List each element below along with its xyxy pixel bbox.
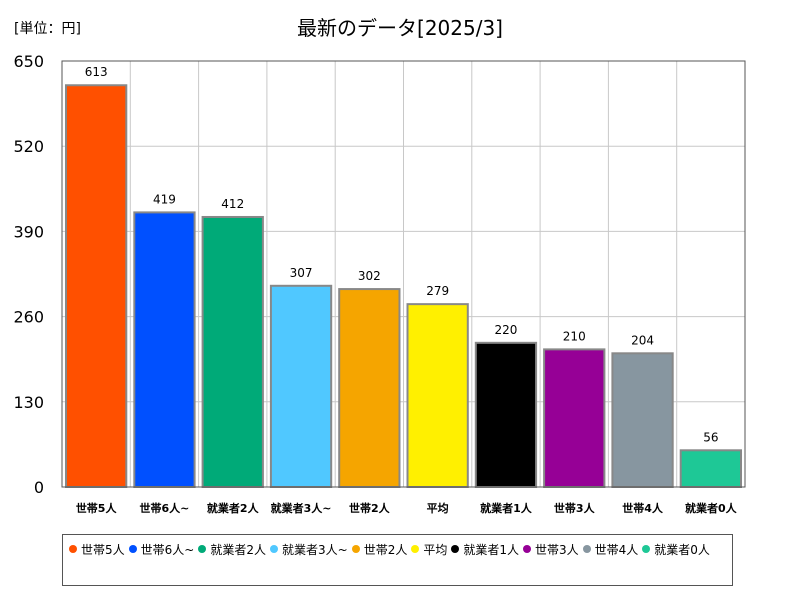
chart-title: 最新のデータ[2025/3] — [297, 16, 503, 40]
legend-label: 就業者3人~ — [281, 542, 348, 557]
legend-label: 世帯6人~ — [140, 542, 195, 557]
legend-swatch — [522, 545, 531, 553]
bar-8 — [543, 348, 606, 488]
y-tick-label: 650 — [13, 52, 44, 71]
y-tick-label: 520 — [13, 137, 44, 156]
data-label: 412 — [221, 197, 244, 211]
data-label: 307 — [290, 266, 313, 280]
x-axis-ticks: 世帯5人 世帯6人~ 就業者2人 就業者3人~ 世帯2人 平均 就業者1人 世帯3人 世帯4人 就… — [76, 501, 738, 515]
x-tick-label: 世帯5人 — [76, 501, 118, 515]
legend-swatch — [69, 545, 77, 553]
legend-swatch — [642, 545, 651, 553]
legend-swatch — [198, 545, 207, 553]
legend-swatch — [351, 545, 360, 553]
legend-item: 世帯5人 — [69, 539, 125, 559]
bar-2 — [133, 211, 196, 488]
bar-10 — [679, 449, 743, 488]
legend-item: 世帯2人 — [351, 539, 408, 559]
data-label: 419 — [153, 192, 176, 206]
data-labels: 613 419 412 307 302 279 220 210 204 56 — [85, 65, 719, 444]
legend-swatch — [128, 545, 137, 553]
y-tick-label: 130 — [13, 393, 44, 412]
legend-swatch — [411, 545, 420, 553]
legend-label: 就業者2人 — [210, 542, 266, 557]
data-label: 56 — [703, 430, 718, 444]
legend-item: 就業者0人 — [642, 539, 710, 559]
legend-label: 世帯3人 — [534, 542, 579, 557]
legend-label: 世帯5人 — [81, 542, 125, 557]
legend-item: 世帯4人 — [582, 539, 639, 559]
x-tick-label: 就業者3人~ — [271, 501, 332, 515]
legend-label: 就業者1人 — [463, 542, 519, 557]
legend-item: 平均 — [411, 539, 447, 559]
x-tick-label: 就業者0人 — [685, 501, 738, 515]
data-label: 613 — [85, 65, 108, 79]
legend-item: 就業者1人 — [451, 539, 519, 559]
data-label: 204 — [631, 333, 654, 347]
x-tick-label: 世帯2人 — [349, 501, 391, 515]
y-tick-label: 390 — [13, 222, 44, 241]
data-label: 220 — [494, 323, 517, 337]
bar-chart: 0 130 260 390 520 650 613 419 412 307 302 279 220 21… — [13, 52, 746, 515]
bar-1 — [65, 84, 128, 488]
legend-label: 就業者0人 — [654, 542, 710, 557]
y-tick-label: 0 — [34, 478, 44, 497]
data-label: 210 — [563, 329, 586, 343]
x-tick-label: 就業者1人 — [480, 501, 533, 515]
legend-item: 世帯6人~ — [128, 539, 195, 559]
bar-3 — [201, 215, 264, 488]
legend-swatch — [582, 545, 591, 553]
data-label: 302 — [358, 269, 381, 283]
legend-label: 世帯2人 — [363, 542, 408, 557]
legend-item: 就業者3人~ — [269, 539, 348, 559]
legend-label: 平均 — [423, 542, 448, 557]
legend-item: 就業者2人 — [198, 539, 266, 559]
data-label: 279 — [426, 284, 449, 298]
bar-5 — [338, 288, 401, 488]
x-tick-label: 世帯6人~ — [140, 501, 190, 515]
legend-swatch — [269, 545, 278, 553]
x-tick-label: 世帯4人 — [622, 501, 664, 515]
bar-7 — [474, 341, 538, 489]
bars — [65, 84, 743, 489]
legend-item: 世帯3人 — [522, 539, 579, 559]
unit-label: [単位：円] — [14, 21, 81, 37]
y-axis-ticks: 0 130 260 390 520 650 — [13, 52, 44, 497]
bar-4 — [269, 284, 333, 489]
plot-frame — [61, 60, 746, 488]
x-tick-label: 就業者2人 — [207, 501, 260, 515]
legend: 世帯5人 世帯6人~ 就業者2人 就業者3人~ 世帯2人 平均 就業者1人 世帯3人 世帯4人就… — [62, 534, 733, 586]
x-tick-label: 世帯3人 — [554, 501, 596, 515]
bar-9 — [611, 352, 674, 488]
y-tick-label: 260 — [13, 308, 44, 327]
legend-swatch — [451, 545, 460, 553]
legend-label: 世帯4人 — [594, 542, 639, 557]
x-tick-label: 平均 — [427, 501, 449, 515]
bar-6 — [406, 303, 469, 489]
